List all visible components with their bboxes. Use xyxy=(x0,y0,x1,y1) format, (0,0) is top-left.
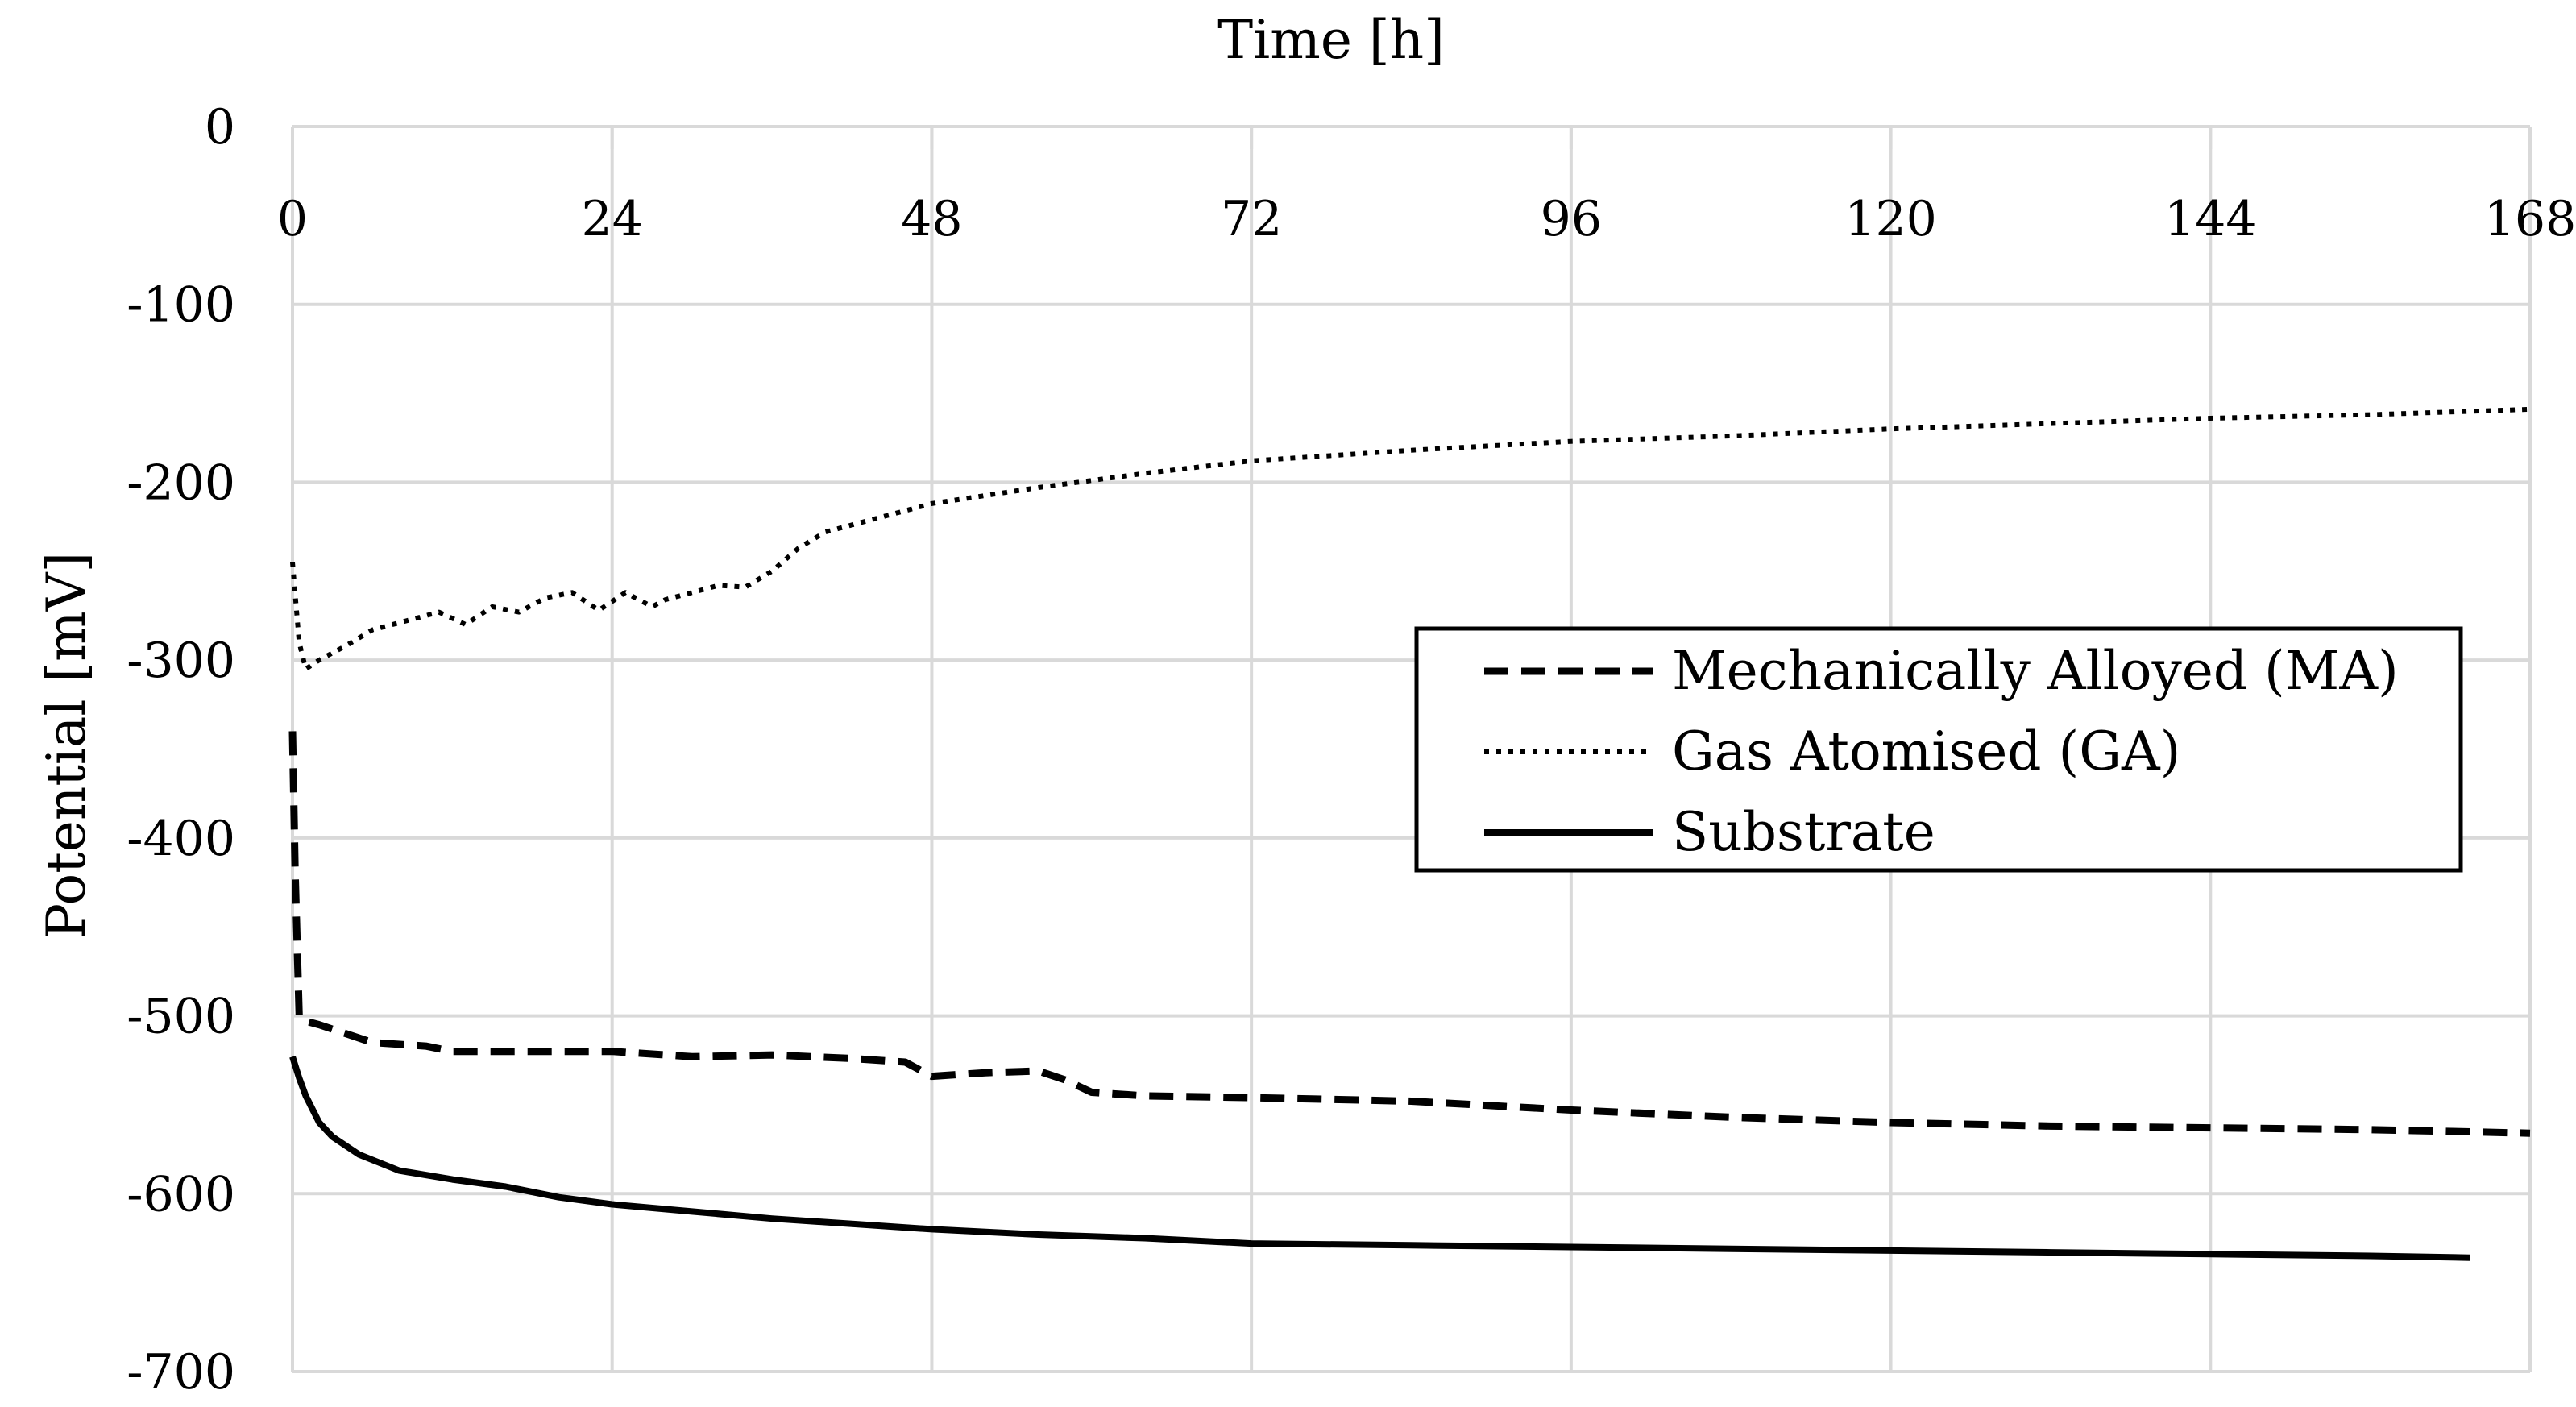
x-axis-title: Time [h] xyxy=(1217,9,1445,71)
y-tick-label: -200 xyxy=(127,454,235,511)
x-tick-label: 144 xyxy=(2164,191,2257,247)
y-tick-label: -500 xyxy=(127,989,235,1045)
x-tick-label: 168 xyxy=(2484,191,2576,247)
series-line-ga xyxy=(290,406,2531,672)
x-tick-label: 72 xyxy=(1221,191,1282,247)
legend-label-substrate: Substrate xyxy=(1672,801,1935,863)
x-tick-label: 120 xyxy=(1844,191,1937,247)
series-line-substrate xyxy=(289,1056,2470,1261)
y-tick-label: -600 xyxy=(127,1166,235,1222)
legend: Mechanically Alloyed (MA) Gas Atomised (… xyxy=(1414,626,2463,873)
x-tick-label: 0 xyxy=(277,191,308,247)
x-tick-label: 96 xyxy=(1541,191,1602,247)
y-axis-title: Potential [mV] xyxy=(35,552,97,939)
x-tick-label: 48 xyxy=(901,191,962,247)
series-line-ma xyxy=(288,731,2531,1137)
gridlines xyxy=(291,125,2532,1373)
tick-labels: 0 24 48 72 96 120 144 168 0 -100 -200 -300 -400 -500 -… xyxy=(127,99,2576,1401)
y-tick-label: -400 xyxy=(127,811,235,867)
y-tick-label: -300 xyxy=(127,633,235,689)
y-tick-label: -700 xyxy=(127,1344,235,1401)
legend-label-ma: Mechanically Alloyed (MA) xyxy=(1672,640,2399,702)
y-tick-label: -100 xyxy=(127,277,235,334)
y-tick-label: 0 xyxy=(205,99,235,156)
x-tick-label: 24 xyxy=(582,191,643,247)
data-series xyxy=(288,406,2531,1261)
legend-label-ga: Gas Atomised (GA) xyxy=(1672,720,2180,782)
